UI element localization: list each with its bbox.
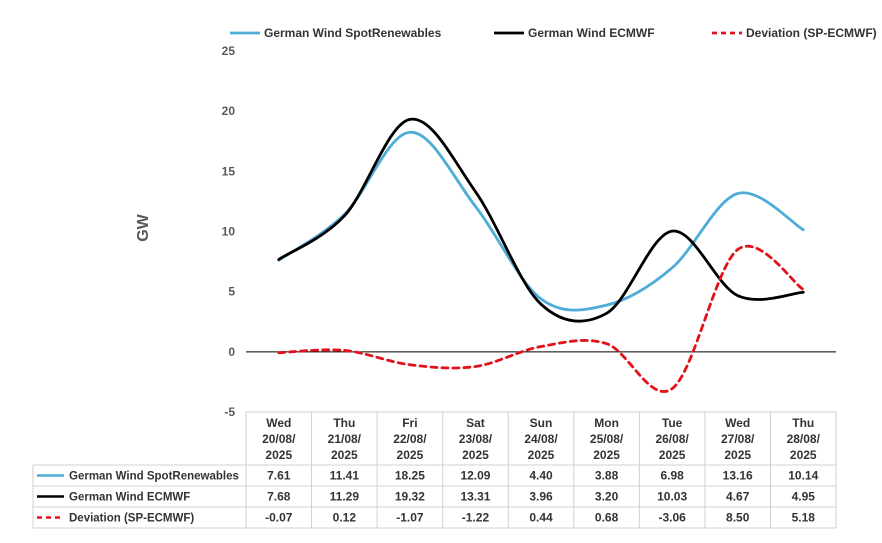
y-tick-label: 0 — [228, 345, 235, 359]
category-label: 23/08/ — [459, 432, 493, 446]
data-cell-deviation: 8.50 — [726, 511, 750, 525]
category-label: 2025 — [528, 448, 555, 462]
data-cell-deviation: 0.68 — [595, 511, 619, 525]
data-cell-spotrenewables: 4.40 — [529, 469, 553, 483]
category-label: Tue — [662, 416, 683, 430]
data-cell-spotrenewables: 11.41 — [330, 469, 360, 483]
category-label: Mon — [594, 416, 619, 430]
y-tick-label: 5 — [228, 285, 235, 299]
series-line-ecmwf — [279, 119, 803, 321]
category-label: 2025 — [397, 448, 424, 462]
category-label: 2025 — [265, 448, 292, 462]
data-cell-spotrenewables: 3.88 — [595, 469, 619, 483]
data-cell-deviation: -1.07 — [396, 511, 424, 525]
data-cell-spotrenewables: 12.09 — [460, 469, 490, 483]
wind-forecast-chart: German Wind SpotRenewables German Wind EC… — [0, 0, 882, 543]
y-axis-title: GW — [135, 213, 152, 241]
category-label: 21/08/ — [328, 432, 362, 446]
data-cell-ecmwf: 4.67 — [726, 490, 750, 504]
data-cell-ecmwf: 13.31 — [460, 490, 490, 504]
y-tick-label: 25 — [222, 44, 236, 58]
data-cell-deviation: -1.22 — [462, 511, 490, 525]
category-label: 25/08/ — [590, 432, 624, 446]
category-label: Sun — [530, 416, 553, 430]
legend-label-spotrenewables: German Wind SpotRenewables — [264, 26, 442, 40]
data-cell-deviation: 0.44 — [529, 511, 553, 525]
category-label: Thu — [333, 416, 355, 430]
category-label: 2025 — [659, 448, 686, 462]
data-cell-ecmwf: 3.20 — [595, 490, 619, 504]
category-label: 28/08/ — [787, 432, 821, 446]
category-label: 2025 — [790, 448, 817, 462]
legend-label-ecmwf: German Wind ECMWF — [528, 26, 655, 40]
category-label: Wed — [725, 416, 750, 430]
data-cell-spotrenewables: 7.61 — [267, 469, 291, 483]
data-cell-spotrenewables: 6.98 — [660, 469, 684, 483]
series-lines — [279, 119, 803, 391]
category-label: 2025 — [593, 448, 620, 462]
data-cell-ecmwf: 11.29 — [330, 490, 360, 504]
data-table: Wed 20/08/2025 Thu 21/08/2025 Fri 22/08/2025 S… — [33, 412, 836, 528]
data-cell-deviation: 5.18 — [792, 511, 816, 525]
data-cell-deviation: 0.12 — [333, 511, 357, 525]
data-cell-spotrenewables: 18.25 — [395, 469, 425, 483]
row-label-ecmwf: German Wind ECMWF — [69, 492, 190, 504]
category-label: 27/08/ — [721, 432, 755, 446]
y-tick-label: 15 — [222, 164, 236, 178]
data-cell-deviation: -0.07 — [265, 511, 293, 525]
y-tick-label: 20 — [222, 104, 236, 118]
data-cell-ecmwf: 3.96 — [529, 490, 553, 504]
data-cell-deviation: -3.06 — [658, 511, 686, 525]
row-label-spotrenewables: German Wind SpotRenewables — [69, 471, 239, 483]
y-tick-label: 10 — [222, 225, 236, 239]
category-label: 22/08/ — [393, 432, 427, 446]
category-label: 2025 — [331, 448, 358, 462]
category-label: 2025 — [724, 448, 751, 462]
series-line-deviation — [279, 246, 803, 391]
data-cell-spotrenewables: 10.14 — [788, 469, 818, 483]
data-cell-spotrenewables: 13.16 — [723, 469, 753, 483]
data-cell-ecmwf: 7.68 — [267, 490, 291, 504]
y-axis-ticks: 25 20 15 10 5 0 -5 — [222, 44, 236, 419]
category-label: Fri — [402, 416, 417, 430]
legend-label-deviation: Deviation (SP-ECMWF) — [746, 26, 877, 40]
data-cell-ecmwf: 10.03 — [657, 490, 687, 504]
legend: German Wind SpotRenewables German Wind EC… — [230, 26, 877, 40]
data-cell-ecmwf: 19.32 — [395, 490, 425, 504]
category-label: Thu — [792, 416, 814, 430]
row-label-deviation: Deviation (SP-ECMWF) — [69, 513, 194, 525]
category-label: 20/08/ — [262, 432, 296, 446]
category-label: 24/08/ — [524, 432, 558, 446]
category-label: 26/08/ — [655, 432, 689, 446]
y-tick-label: -5 — [224, 405, 235, 419]
category-label: 2025 — [462, 448, 489, 462]
data-cell-ecmwf: 4.95 — [792, 490, 816, 504]
category-label: Sat — [466, 416, 485, 430]
category-label: Wed — [266, 416, 291, 430]
